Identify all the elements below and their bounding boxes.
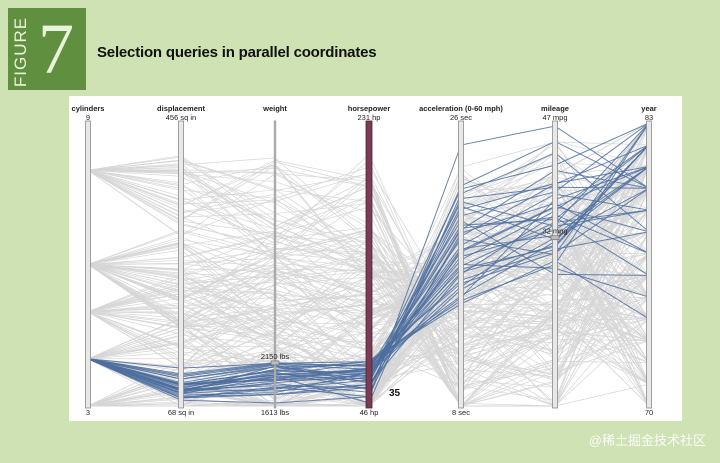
axis-bottom-label: 46 hp <box>360 408 379 417</box>
axis-name-displacement: displacement <box>157 104 205 113</box>
axis-bottom-label: 70 <box>645 408 653 417</box>
chart-panel: cylinders 9 3 displacement 456 sq in 68 sq in… <box>69 96 682 421</box>
axis-marker-label: 32 mpg <box>542 227 567 236</box>
axis-marker-handle[interactable] <box>550 235 560 241</box>
axis-cylinders[interactable] <box>85 120 91 409</box>
axis-name-horsepower: horsepower <box>348 104 391 113</box>
figure-badge: FIGURE 7 <box>8 8 86 90</box>
axis-top-label: 456 sq in <box>166 113 196 122</box>
axis-horsepower[interactable] <box>365 120 373 409</box>
figure-number: 7 <box>38 9 74 89</box>
axis-bottom-label: 3 <box>86 408 90 417</box>
watermark: @稀土掘金技术社区 <box>588 433 706 448</box>
axis-top-label: 231 hp <box>358 113 381 122</box>
axis-mileage[interactable] <box>552 120 558 409</box>
axis-top-label: 9 <box>86 113 90 122</box>
axes <box>85 120 652 409</box>
axis-acceleration[interactable] <box>458 120 464 409</box>
axis-top-label: 47 mpg <box>542 113 567 122</box>
chart-title: Selection queries in parallel coordinate… <box>97 44 377 61</box>
axis-marker-handle[interactable] <box>270 360 280 366</box>
axis-name-acceleration: acceleration (0-60 mph) <box>419 104 503 113</box>
axis-name-year: year <box>641 104 657 113</box>
axis-marker-label: 2150 lbs <box>261 352 290 361</box>
axis-bottom-label: 1613 lbs <box>261 408 290 417</box>
selection-count: 35 <box>389 388 401 399</box>
axis-top-label: 83 <box>645 113 653 122</box>
axis-name-cylinders: cylinders <box>72 104 105 113</box>
figure-word: FIGURE <box>11 16 31 88</box>
axis-weight[interactable] <box>273 120 277 409</box>
axis-bottom-label: 8 sec <box>452 408 470 417</box>
axis-displacement[interactable] <box>178 120 184 409</box>
axis-bottom-label: 68 sq in <box>168 408 194 417</box>
axis-name-mileage: mileage <box>541 104 569 113</box>
axis-year[interactable] <box>646 120 652 409</box>
axis-top-label: 26 sec <box>450 113 472 122</box>
axis-name-weight: weight <box>262 104 287 113</box>
